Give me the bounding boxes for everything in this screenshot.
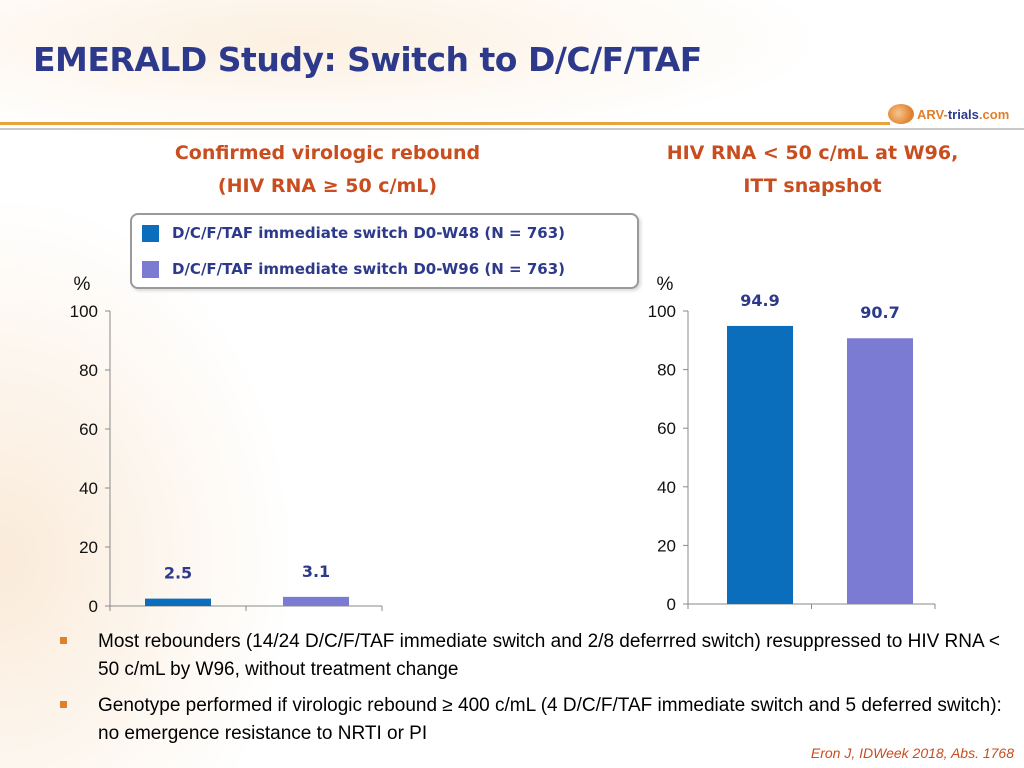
- right-y-tick-label: 40: [657, 478, 676, 497]
- right-y-tick-label: 60: [657, 419, 676, 438]
- right-bar-w48: [727, 325, 793, 604]
- left-y-tick-label: 0: [89, 597, 98, 616]
- logo-text: ARV-trials.com: [917, 107, 1009, 122]
- right-y-tick-label: 100: [648, 302, 676, 321]
- left-y-tick-label: 100: [70, 302, 98, 321]
- legend-label-w48: D/C/F/TAF immediate switch D0-W48 (N = 7…: [172, 224, 565, 242]
- right-bar-value-label: 94.9: [740, 291, 779, 310]
- bullet-list: Most rebounders (14/24 D/C/F/TAF immedia…: [60, 628, 1010, 756]
- left-bar-w96: [283, 596, 349, 606]
- right-y-tick-label: 0: [667, 595, 676, 614]
- left-bar-value-label: 2.5: [164, 564, 192, 583]
- right-bar-value-label: 90.7: [860, 303, 899, 322]
- right-bar-w96: [847, 338, 913, 604]
- right-chart-title-line2: ITT snapshot: [743, 175, 882, 197]
- bullet-item: Most rebounders (14/24 D/C/F/TAF immedia…: [60, 628, 1010, 684]
- right-y-tick-label: 80: [657, 361, 676, 380]
- logo-text-part1: ARV-: [917, 106, 948, 122]
- left-bar-w48: [145, 598, 211, 606]
- left-chart-title: Confirmed virologic rebound (HIV RNA ≥ 5…: [120, 137, 535, 203]
- legend-swatch-w96: [142, 260, 159, 278]
- right-y-axis-label: %: [657, 274, 674, 295]
- citation: Eron J, IDWeek 2018, Abs. 1768: [810, 745, 1014, 761]
- left-y-tick-label: 20: [79, 538, 98, 557]
- title-rule-gold: [0, 122, 890, 125]
- left-y-tick-label: 60: [79, 420, 98, 439]
- right-y-tick-label: 20: [657, 536, 676, 555]
- bullet-square-icon: [60, 637, 67, 644]
- title-rule-gray: [0, 128, 1024, 130]
- arv-trials-logo: ARV-trials.com: [888, 100, 1024, 128]
- legend-label-w96: D/C/F/TAF immediate switch D0-W96 (N = 7…: [172, 260, 565, 278]
- left-y-tick-label: 80: [79, 361, 98, 380]
- left-chart-title-line2: (HIV RNA ≥ 50 c/mL): [217, 175, 438, 197]
- left-y-tick-label: 40: [79, 479, 98, 498]
- chart-legend: D/C/F/TAF immediate switch D0-W48 (N = 7…: [130, 213, 639, 289]
- bullet-item: Genotype performed if virologic rebound …: [60, 692, 1010, 748]
- right-chart-title: HIV RNA < 50 c/mL at W96, ITT snapshot: [620, 137, 1005, 203]
- legend-item-w96: D/C/F/TAF immediate switch D0-W96 (N = 7…: [142, 260, 565, 278]
- left-y-axis-label: %: [74, 274, 91, 295]
- logo-mark-icon: [888, 104, 914, 124]
- legend-item-w48: D/C/F/TAF immediate switch D0-W48 (N = 7…: [142, 224, 565, 242]
- bullet-text: Most rebounders (14/24 D/C/F/TAF immedia…: [98, 631, 1000, 680]
- bullet-square-icon: [60, 701, 67, 708]
- legend-swatch-w48: [142, 224, 159, 242]
- slide-title: EMERALD Study: Switch to D/C/F/TAF: [33, 40, 702, 79]
- bullet-text: Genotype performed if virologic rebound …: [98, 695, 1002, 744]
- right-chart-title-line1: HIV RNA < 50 c/mL at W96,: [666, 142, 959, 164]
- left-bar-value-label: 3.1: [302, 562, 330, 581]
- logo-text-part3: .com: [978, 106, 1010, 122]
- left-chart-title-line1: Confirmed virologic rebound: [174, 142, 481, 164]
- logo-text-part2: trials: [947, 106, 979, 122]
